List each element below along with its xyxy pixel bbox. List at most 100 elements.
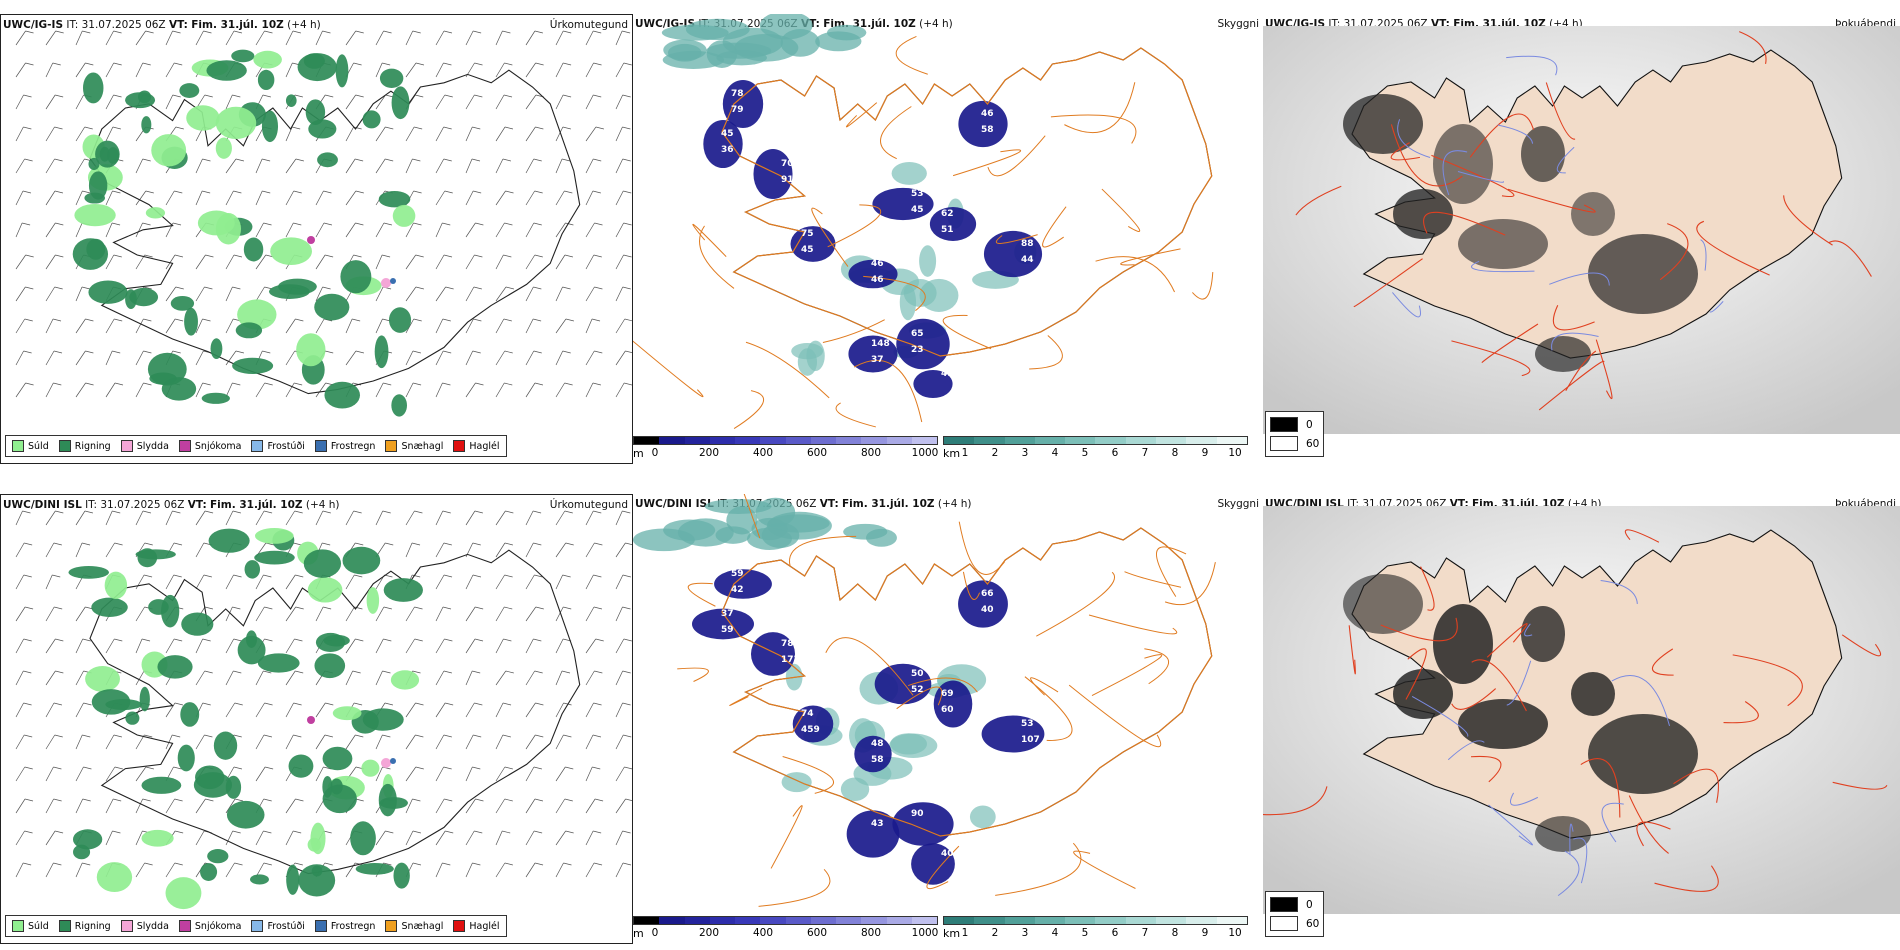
- colorbar-bin: [1216, 917, 1247, 924]
- roads-and-rivers: [1295, 31, 1872, 411]
- road-network: [677, 494, 1216, 907]
- peak-label: 46: [871, 259, 884, 269]
- colorbar-unit: km: [943, 447, 961, 460]
- peak-label: 45: [911, 205, 924, 215]
- legend-swatch: [12, 920, 24, 932]
- colorbar-tick: 10: [1228, 927, 1242, 939]
- colorbar-tick: 5: [1081, 447, 1089, 459]
- peak-label: 65: [911, 329, 924, 339]
- colorbar-bin: [1186, 917, 1217, 924]
- peak-label: 107: [1021, 735, 1040, 745]
- peak-label: 78: [731, 89, 744, 99]
- colorbar-bin: [886, 917, 912, 924]
- colorbar-tick: 10: [1228, 447, 1242, 459]
- colorbar-bin: [735, 437, 761, 444]
- lead-time: (+4 h): [937, 498, 972, 510]
- colorbar-tick: 7: [1141, 927, 1149, 939]
- colorbar-tick: 9: [1201, 447, 1209, 459]
- fog-legend-row: 0: [1270, 895, 1319, 914]
- lead-time: (+4 h): [919, 18, 953, 30]
- colorbar-tick: 8: [1171, 447, 1179, 459]
- colorbar-bin: [974, 917, 1005, 924]
- peak-label: 41: [941, 369, 954, 379]
- visibility-colorbar-km-1: km 1 2 3 4 5 6 7 8 9 10: [943, 436, 1248, 464]
- it-label: IT:: [1347, 498, 1360, 510]
- lead-time: (+4 h): [287, 19, 321, 31]
- colorbar-strip: [633, 916, 938, 925]
- colorbar-bin: [836, 437, 862, 444]
- colorbar-bin: [735, 917, 761, 924]
- model-name: UWC/DINI ISL: [635, 498, 714, 510]
- peak-label: 45: [721, 129, 734, 139]
- fog-legend-swatch: [1270, 417, 1298, 432]
- peak-label: 45: [801, 245, 814, 255]
- panel-title-vis-1: Skyggni: [1217, 18, 1260, 30]
- visibility-colorbar-m-2: m 0 200 400 600 800 1000: [633, 916, 938, 944]
- colorbar-bin: [836, 917, 862, 924]
- colorbar-bin: [1034, 917, 1066, 924]
- legend-label: Frostúði: [267, 440, 305, 452]
- fog-legend-swatch: [1270, 897, 1298, 912]
- legend-label: Slydda: [136, 920, 169, 932]
- it-label: IT:: [85, 499, 98, 511]
- colorbar-tick: 800: [860, 927, 882, 939]
- fog-legend-swatch: [1270, 916, 1298, 931]
- panel-title-precip-1: Úrkomutegund: [549, 19, 628, 31]
- peak-label: 52: [911, 685, 924, 695]
- peak-label: 50: [911, 669, 924, 679]
- colorbar-bin: [1065, 917, 1096, 924]
- colorbar-strip: [633, 436, 938, 445]
- colorbar-tick: 800: [860, 447, 882, 459]
- colorbar-bin: [785, 437, 811, 444]
- colorbar-bin: [1186, 437, 1217, 444]
- fog-legend-row: 60: [1270, 914, 1319, 933]
- wind-barbs: [15, 30, 632, 398]
- legend-swatch: [453, 440, 466, 452]
- legend-swatch: [314, 440, 327, 452]
- colorbar-tick: 6: [1111, 927, 1119, 939]
- legend-label: Slydda: [136, 440, 169, 452]
- legend-swatch: [120, 920, 133, 932]
- colorbar-bin: [1034, 437, 1066, 444]
- colorbar-tick: 200: [698, 927, 720, 939]
- colorbar-bin: [709, 437, 735, 444]
- peak-label: 53: [1021, 719, 1034, 729]
- precip-legend-2: Súld Rigning Slydda Snjókoma Frostúði Frostre…: [5, 915, 507, 937]
- colorbar-bin: [810, 917, 836, 924]
- legend-label: Súld: [28, 440, 49, 452]
- fog-legend-swatch: [1270, 436, 1298, 451]
- colorbar-strip: [943, 436, 1248, 445]
- colorbar-bin: [861, 917, 887, 924]
- legend-item: Snæhagl: [385, 440, 443, 452]
- peak-label: 148: [871, 339, 890, 349]
- colorbar-bin: [1216, 437, 1247, 444]
- colorbar-bin: [659, 437, 685, 444]
- colorbar-strip: [943, 916, 1248, 925]
- legend-item: Snæhagl: [385, 920, 443, 932]
- precip-legend-1: Súld Rigning Slydda Snjókoma Frostúði Frostre…: [5, 435, 507, 457]
- colorbar-bin: [760, 917, 786, 924]
- precip-map-1: [15, 30, 632, 417]
- colorbar-unit: km: [943, 927, 961, 940]
- legend-swatch: [58, 440, 71, 452]
- peak-label: 58: [871, 755, 884, 765]
- panel-title-vis-2: Skyggni: [1217, 498, 1260, 510]
- legend-label: Haglél: [469, 920, 500, 932]
- legend-swatch: [385, 440, 398, 452]
- fog-legend-2: 0 60: [1265, 891, 1325, 937]
- lead-time: (+4 h): [305, 499, 340, 511]
- colorbar-bin: [911, 437, 937, 444]
- legend-swatch: [251, 920, 264, 932]
- fog-dark-areas: [1343, 94, 1698, 372]
- colorbar-bin: [1004, 917, 1035, 924]
- peak-label: 36: [721, 145, 734, 155]
- colorbar-bin: [684, 437, 710, 444]
- colorbar-bin: [659, 917, 685, 924]
- fog-legend-row: 0: [1270, 415, 1319, 434]
- legend-label: Súld: [28, 920, 49, 932]
- legend-item: Rigning: [58, 920, 111, 932]
- legend-swatch: [178, 440, 191, 452]
- colorbar-tick: 1000: [911, 447, 939, 459]
- it-value: 31.07.2025 06Z: [100, 499, 185, 511]
- visibility-map-2: 59 37 78 74 48 50 69 66 53 90 43 40 42 59 173 459 58 52 60…: [633, 494, 1216, 907]
